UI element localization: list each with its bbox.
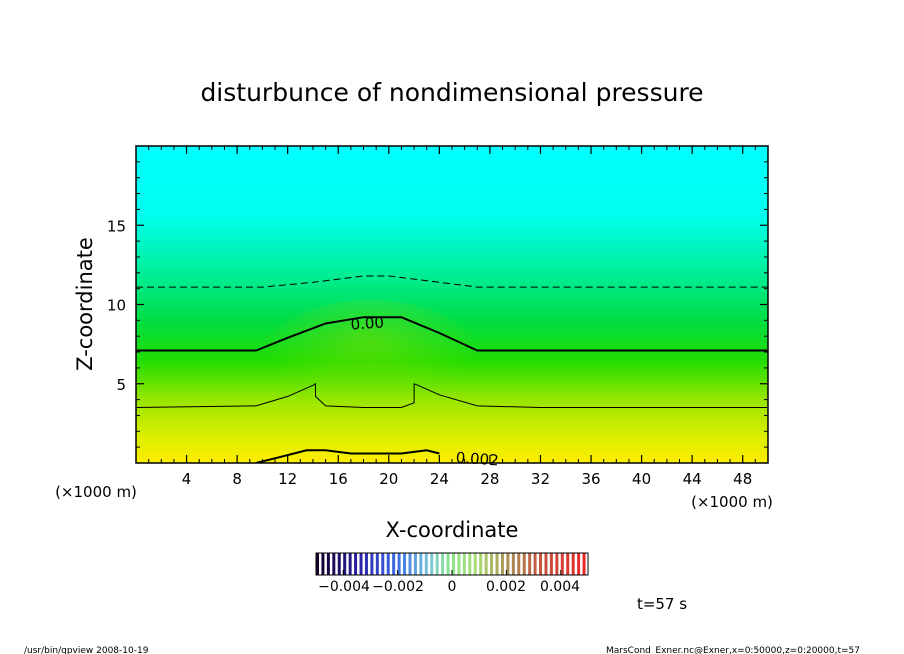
colorbar-tick-label: −0.002: [372, 579, 424, 595]
colorbar-cell: [539, 553, 543, 575]
contour-group: [136, 275, 768, 463]
x-tick-label: 16: [329, 470, 348, 488]
x-tick-label: 24: [430, 470, 449, 488]
colorbar-cell: [419, 553, 423, 575]
contour-dashed: [136, 275, 768, 288]
colorbar-cell: [577, 553, 581, 575]
colorbar-cell: [326, 553, 330, 575]
x-axis-label: X-coordinate: [386, 518, 519, 542]
colorbar-cell: [490, 553, 494, 575]
colorbar-cell: [484, 553, 488, 575]
contour-label: 0.00: [350, 313, 385, 333]
colorbar-cell: [408, 553, 412, 575]
x-unit-right: (×1000 m): [691, 493, 773, 511]
colorbar-cell: [457, 553, 461, 575]
colorbar-cell: [544, 553, 548, 575]
footer-right: MarsCond_Exner.nc@Exner,x=0:50000,z=0:20…: [606, 646, 860, 654]
colorbar-cell: [452, 553, 455, 575]
colorbar-cell: [468, 553, 472, 575]
colorbar-cell: [343, 553, 347, 575]
colorbar-cell: [582, 553, 586, 575]
x-tick-label: 32: [531, 470, 550, 488]
contour-mid: [136, 382, 768, 408]
colorbar-cell: [566, 553, 570, 575]
x-tick-label: 48: [733, 470, 752, 488]
y-axis-label: Z-coordinate: [73, 237, 97, 371]
x-tick-label: 44: [683, 470, 702, 488]
colorbar-cell: [316, 553, 319, 575]
colorbar-cell: [381, 553, 385, 575]
colorbar-cell: [397, 553, 401, 575]
colorbar-cell: [571, 553, 575, 575]
colorbar-cell: [446, 553, 450, 575]
colorbar-tick-label: 0.004: [540, 579, 580, 595]
colorbar-cell: [495, 553, 499, 575]
colorbar-cell: [517, 553, 521, 575]
colorbar-cell: [473, 553, 477, 575]
colorbar-cell: [321, 553, 325, 575]
x-tick-label: 36: [581, 470, 600, 488]
colorbar-cell: [500, 553, 504, 575]
colorbar-cell: [364, 553, 368, 575]
colorbar-cell: [435, 553, 439, 575]
colorbar-cell: [337, 553, 341, 575]
chart-title: disturbunce of nondimensional pressure: [200, 78, 703, 107]
colorbar-cell: [549, 553, 553, 575]
footer-left: /usr/bin/gpview 2008-10-19: [24, 646, 149, 654]
contour-zero: [136, 316, 768, 352]
colorbar-cell: [506, 553, 510, 575]
colorbar-cell: [424, 553, 428, 575]
colorbar-cell: [441, 553, 445, 575]
y-tick-label: 15: [107, 217, 126, 235]
x-unit-left: (×1000 m): [55, 483, 137, 501]
x-tick-label: 20: [379, 470, 398, 488]
x-tick-label: 4: [182, 470, 192, 488]
y-tick-label: 10: [107, 297, 126, 315]
contour-bottom: [255, 449, 440, 463]
colorbar-cell: [533, 553, 537, 575]
colorbar-tick-label: 0: [448, 579, 457, 595]
colorbar-cell: [370, 553, 374, 575]
time-label: t=57 s: [637, 595, 687, 613]
colorbar-cell: [462, 553, 466, 575]
colorbar-cell: [522, 553, 526, 575]
colorbar-cell: [348, 553, 352, 575]
x-tick-label: 40: [632, 470, 651, 488]
x-tick-label: 12: [278, 470, 297, 488]
x-tick-label: 8: [232, 470, 242, 488]
colorbar-cell: [392, 553, 396, 575]
colorbar-cell: [430, 553, 434, 575]
colorbar-cell: [511, 553, 515, 575]
colorbar-cell: [479, 553, 483, 575]
colorbar-cell: [332, 553, 336, 575]
colorbar-cell: [528, 553, 532, 575]
colorbar-cell: [413, 553, 417, 575]
colorbar-tick-label: 0.002: [486, 579, 526, 595]
colorbar-cell: [359, 553, 363, 575]
x-tick-label: 28: [480, 470, 499, 488]
plot-field: [136, 146, 768, 463]
colorbar-cell: [403, 553, 407, 575]
colorbar-cell: [555, 553, 559, 575]
colorbar: −0.004 −0.002 0 0.002 0.004: [315, 552, 589, 595]
y-tick-label: 5: [116, 376, 126, 394]
colorbar-tick-label: −0.004: [318, 579, 370, 595]
colorbar-cell: [354, 553, 358, 575]
colorbar-cell: [560, 553, 564, 575]
colorbar-cell: [386, 553, 390, 575]
colorbar-cell: [375, 553, 379, 575]
